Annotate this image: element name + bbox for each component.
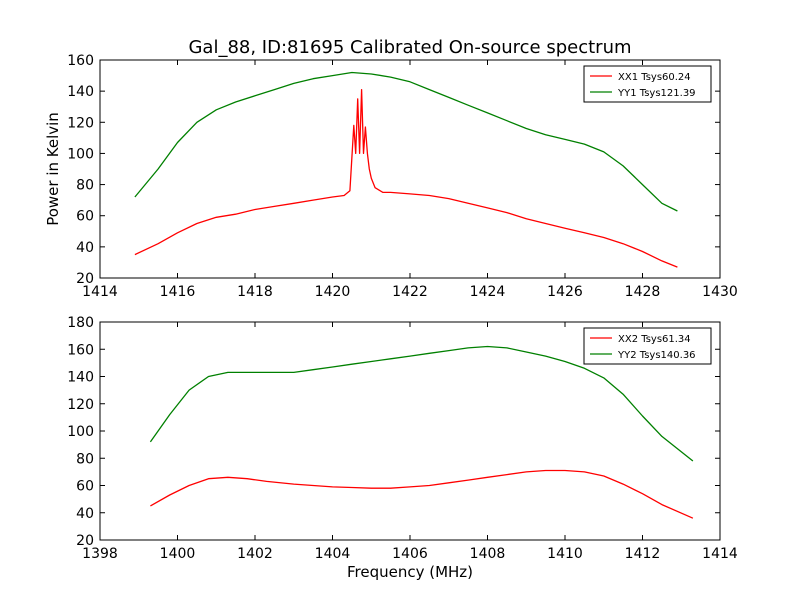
y-tick-label: 120 [67,397,94,413]
legend-box [583,65,712,103]
x-axis-label: Frequency (MHz) [347,563,473,581]
x-tick-label: 1416 [160,284,196,300]
x-tick-label: 1422 [392,284,428,300]
y-tick-label: 60 [76,209,94,225]
figure-title: Gal_88, ID:81695 Calibrated On-source sp… [188,37,631,58]
series-line-xx1 [134,88,678,268]
y-tick-label: 20 [76,271,94,287]
series-line-yy1 [134,71,678,212]
y-tick-label: 120 [67,115,94,131]
y-tick-label: 140 [67,84,94,100]
legend: XX2 Tsys61.34 YY2 Tsys140.36 [583,327,712,365]
bottom-panel: 1398 1400 1402 1404 1406 1408 1410 1412 1414 20 40… [67,315,738,562]
x-tick-label: 1420 [315,284,351,300]
x-tick-label: 1398 [82,546,118,562]
x-tick-label: 1426 [547,284,583,300]
x-tick-label: 1428 [625,284,661,300]
y-tick-label: 100 [67,424,94,440]
legend-label: XX1 Tsys60.24 [618,72,691,83]
y-tick-label: 80 [76,451,94,467]
x-tick-label: 1406 [392,546,428,562]
y-tick-label: 140 [67,370,94,386]
x-tick-label: 1408 [470,546,506,562]
legend-label: XX2 Tsys61.34 [618,334,691,345]
y-tick-label: 160 [67,342,94,358]
legend-label: YY1 Tsys121.39 [617,88,696,99]
legend-label: YY2 Tsys140.36 [617,350,696,361]
x-tick-label: 1402 [237,546,273,562]
y-tick-label: 180 [67,315,94,331]
x-tick-label: 1430 [702,284,738,300]
y-tick-label: 160 [67,53,94,69]
legend-box [583,327,712,365]
x-tick-label: 1404 [315,546,351,562]
x-tick-label: 1414 [702,546,738,562]
y-tick-label: 20 [76,533,94,549]
x-tick-label: 1410 [547,546,583,562]
x-tick-label: 1412 [625,546,661,562]
x-tick-label: 1418 [237,284,273,300]
legend: XX1 Tsys60.24 YY1 Tsys121.39 [583,65,712,103]
x-tick-label: 1424 [470,284,506,300]
y-tick-label: 100 [67,146,94,162]
top-panel: 1414 1416 1418 1420 1422 1424 1426 1428 1430 20 40… [67,53,738,300]
x-tick-label: 1400 [160,546,196,562]
y-tick-label: 60 [76,479,94,495]
series-line-xx2 [150,469,694,519]
y-axis-label: Power in Kelvin [44,112,62,226]
y-tick-label: 40 [76,240,94,256]
x-tick-label: 1414 [82,284,118,300]
y-tick-label: 40 [76,506,94,522]
y-tick-label: 80 [76,178,94,194]
series-line-yy2 [149,345,694,462]
